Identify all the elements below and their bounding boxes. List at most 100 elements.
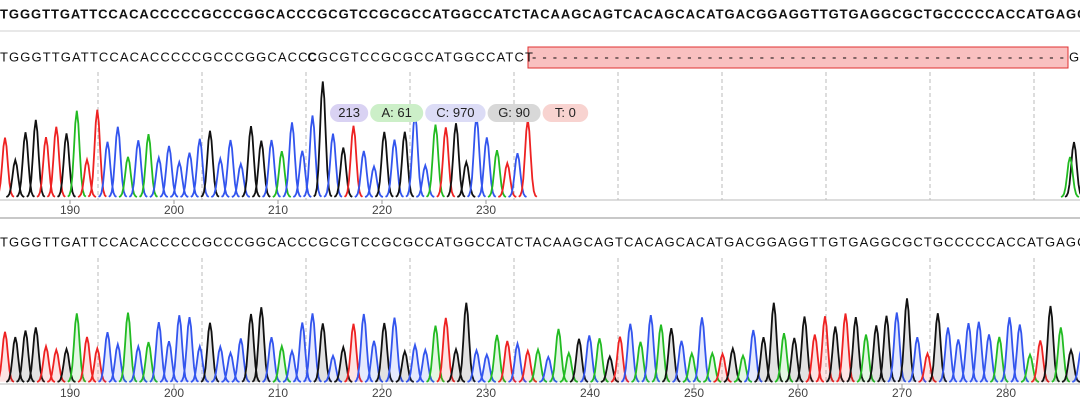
trace-peak	[918, 350, 937, 383]
trace-peak	[1064, 141, 1080, 198]
sequence: C	[308, 49, 318, 64]
trace-peak	[292, 322, 312, 383]
trace-peak	[416, 346, 435, 383]
trace-peak	[190, 138, 210, 198]
trace-peak	[57, 133, 76, 198]
trace-peak	[723, 345, 743, 383]
trace-peak	[313, 81, 333, 198]
trace-peak	[938, 327, 958, 383]
gap-box	[527, 46, 1069, 69]
trace-peak	[1060, 156, 1080, 198]
trace-peak	[211, 343, 230, 383]
sequence: GCGTCCGCGCCATGGCCATCT	[318, 49, 533, 64]
tooltip-value: T: 0	[555, 105, 576, 120]
sequence: TGGGTTGATTCCACACCCCCGCCCGGCACC	[0, 49, 308, 64]
trace-peak	[846, 316, 866, 383]
tooltip-chip	[425, 104, 486, 122]
trace-peak	[36, 136, 56, 198]
trace-peak	[231, 338, 251, 383]
trace-peak	[487, 150, 507, 198]
trace-peak	[682, 350, 702, 383]
trace-peak	[282, 122, 302, 198]
trace-peak	[569, 338, 589, 383]
trace-peak	[200, 322, 220, 383]
trace-peak	[190, 343, 210, 383]
trace-peak	[477, 137, 497, 198]
trace-peak	[88, 345, 107, 383]
trace-peak	[128, 140, 148, 198]
sequence: G	[1069, 49, 1079, 64]
trace-peak	[395, 131, 415, 198]
trace-peak	[795, 316, 814, 383]
trace-peak	[364, 163, 384, 198]
axis-tick-label: 260	[788, 386, 808, 400]
trace-peak	[1010, 324, 1030, 383]
trace-peak	[46, 126, 66, 198]
trace-peak	[528, 346, 548, 383]
axis-tick-label: 220	[372, 203, 392, 217]
trace-peak	[5, 336, 25, 383]
axis-tick-label: 190	[60, 203, 80, 217]
trace-peak	[0, 331, 15, 383]
trace-peak	[241, 313, 261, 383]
trace-peak	[333, 147, 353, 198]
trace-peak	[559, 350, 579, 383]
trace-peak	[979, 334, 999, 383]
trace-peak	[108, 340, 128, 383]
tooltip-chip	[542, 104, 589, 122]
trace-peak	[907, 337, 927, 383]
trace-peak	[251, 140, 271, 198]
trace-peak	[343, 125, 364, 198]
trace-peak	[262, 337, 281, 383]
trace-peak	[16, 132, 35, 198]
trace-peak	[354, 313, 374, 383]
trace-peak	[754, 337, 773, 383]
trace-peak	[385, 139, 404, 198]
sequence: TGGGTTGATTCCACACCCCCGCCCGGCACCCGCGTCCGCG…	[0, 234, 1080, 249]
trace-peak	[118, 312, 138, 383]
trace-peak	[631, 341, 650, 383]
trace-peak	[815, 316, 835, 383]
trace-peak	[672, 340, 691, 383]
tooltip-chip	[487, 104, 541, 122]
trace-peak	[180, 317, 199, 383]
trace-peak	[159, 340, 179, 383]
trace-peak	[98, 332, 117, 383]
trace-peak	[344, 323, 363, 383]
trace-peak	[47, 346, 66, 383]
trace-peak	[272, 151, 292, 198]
trace-peak	[302, 115, 323, 198]
trace-peak	[1061, 347, 1080, 383]
trace-peak	[713, 351, 732, 383]
trace-peak	[508, 340, 527, 383]
trace-peak	[36, 343, 56, 383]
trace-peak	[169, 315, 189, 383]
trace-peak	[303, 313, 322, 383]
trace-peak	[620, 323, 640, 383]
trace-peak	[467, 347, 486, 383]
trace-peak	[446, 346, 466, 383]
tooltip-chip	[330, 104, 369, 122]
trace-peak	[26, 327, 46, 383]
trace-peak	[508, 152, 527, 198]
trace-peak	[354, 150, 374, 198]
trace-peak	[262, 139, 281, 198]
trace-peak	[487, 334, 507, 383]
axis-tick-label: 220	[372, 386, 392, 400]
trace-peak	[170, 158, 189, 198]
trace-peak	[0, 137, 15, 198]
trace-peak	[477, 352, 497, 383]
axis-tick-label: 210	[268, 203, 288, 217]
axis-tick-label: 200	[164, 386, 184, 400]
axis-tick-label: 200	[164, 203, 184, 217]
trace-peak	[539, 354, 558, 383]
trace-peak	[877, 315, 896, 383]
trace-peak	[1030, 340, 1050, 383]
trace-peak	[149, 154, 169, 198]
trace-peak	[118, 156, 138, 198]
trace-peak	[129, 343, 148, 383]
sequence: TGGGTTGATTCCACACCCCCGCCCGGCACCCGCGTCCGCG…	[0, 6, 1080, 21]
trace-peak	[784, 337, 804, 383]
